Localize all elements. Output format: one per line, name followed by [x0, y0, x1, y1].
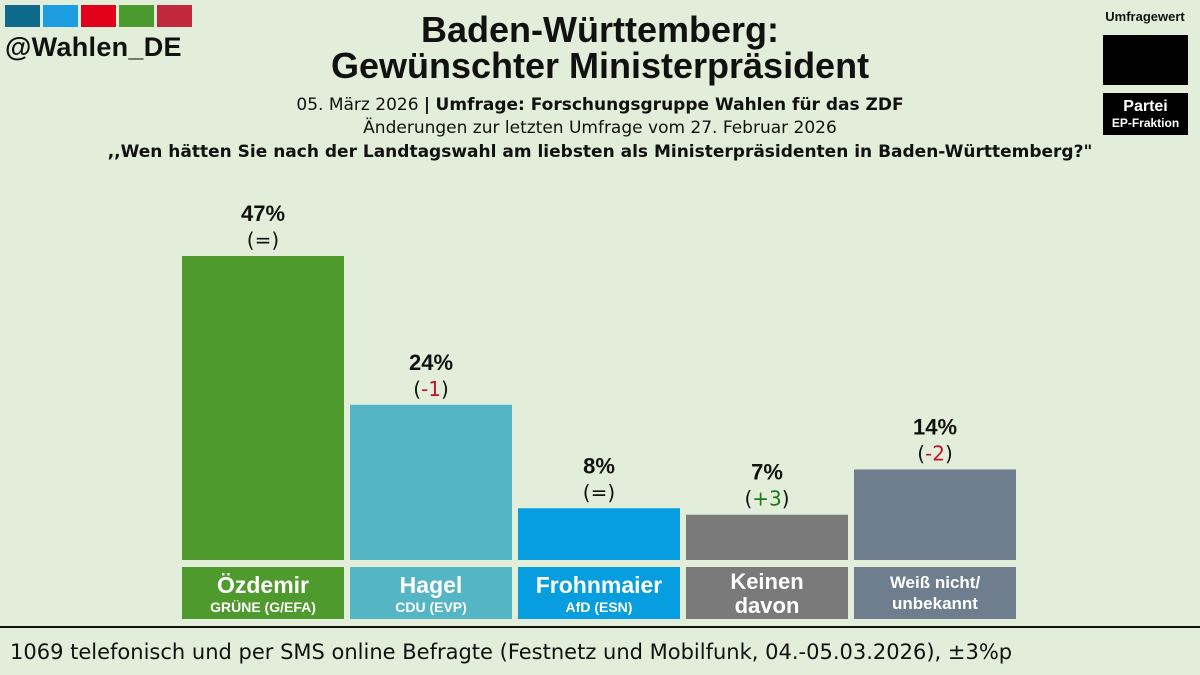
logo-squares: [5, 5, 192, 27]
bar: [686, 514, 848, 560]
party-label: CDU (EVP): [395, 599, 467, 615]
poll-separator: |: [423, 95, 431, 115]
party-label: AfD (ESN): [566, 599, 633, 615]
category-name: unbekannt: [892, 594, 978, 613]
value-label: 8%: [583, 453, 615, 478]
bar: [182, 256, 344, 560]
candidate-name: Özdemir: [217, 572, 309, 598]
footer-text: 1069 telefonisch und per SMS online Befr…: [10, 639, 1013, 664]
poll-date: 05. März 2026: [296, 95, 419, 115]
category-label-box: [854, 567, 1016, 619]
chart-title-line2: Gewünschter Ministerpräsident: [330, 45, 870, 86]
candidate-name: Frohnmaier: [536, 572, 663, 598]
party-label: GRÜNE (G/EFA): [210, 599, 316, 615]
value-label: 47%: [241, 201, 285, 226]
chart-title-line1: Baden-Württemberg:: [421, 9, 779, 50]
value-label: 24%: [409, 350, 453, 375]
poll-source: Umfrage: Forschungsgruppe Wahlen für das…: [435, 95, 904, 115]
value-label: 7%: [751, 460, 783, 485]
legend-faction-label: EP-Fraktion: [1111, 115, 1180, 130]
logo-square: [81, 5, 116, 27]
category-label-box: [182, 567, 344, 619]
change-label: (-2): [917, 441, 953, 465]
logo-square: [5, 5, 40, 27]
header: Baden-Württemberg: Gewünschter Ministerp…: [0, 12, 1200, 163]
logo-square: [119, 5, 154, 27]
bar: [518, 508, 680, 560]
category-label-box: [350, 567, 512, 619]
change-label: (=): [583, 480, 615, 504]
legend-party-box: Partei EP-Fraktion: [1103, 93, 1188, 135]
category-name: davon: [735, 593, 800, 618]
logo: @Wahlen_DE: [5, 5, 192, 63]
candidate-name: Hagel: [400, 572, 463, 598]
legend-party-label: Partei: [1123, 97, 1168, 115]
value-label: 14%: [913, 414, 957, 439]
category-name: Weiß nicht/: [890, 573, 981, 592]
change-label: (-1): [413, 377, 449, 401]
logo-square: [157, 5, 192, 27]
legend-title: Umfragewert: [1105, 9, 1185, 24]
bar: [350, 404, 512, 560]
category-label-box: [518, 567, 680, 619]
bar: [854, 469, 1016, 560]
legend: Umfragewert Partei EP-Fraktion: [1095, 5, 1195, 135]
category-name: Keinen: [730, 569, 803, 594]
survey-question: ,,Wen hätten Sie nach der Landtagswahl a…: [107, 142, 1093, 162]
legend-value-swatch: [1103, 35, 1188, 85]
change-label: (+3): [744, 487, 789, 511]
logo-handle: @Wahlen_DE: [5, 32, 182, 62]
logo-square: [43, 5, 78, 27]
category-label-box: [686, 567, 848, 619]
footer: 1069 telefonisch und per SMS online Befr…: [0, 626, 1200, 675]
changes-note: Änderungen zur letzten Umfrage vom 27. F…: [363, 118, 837, 138]
poll-info: 05. März 2026 | Umfrage: Forschungsgrupp…: [0, 94, 1200, 116]
change-label: (=): [247, 228, 279, 252]
